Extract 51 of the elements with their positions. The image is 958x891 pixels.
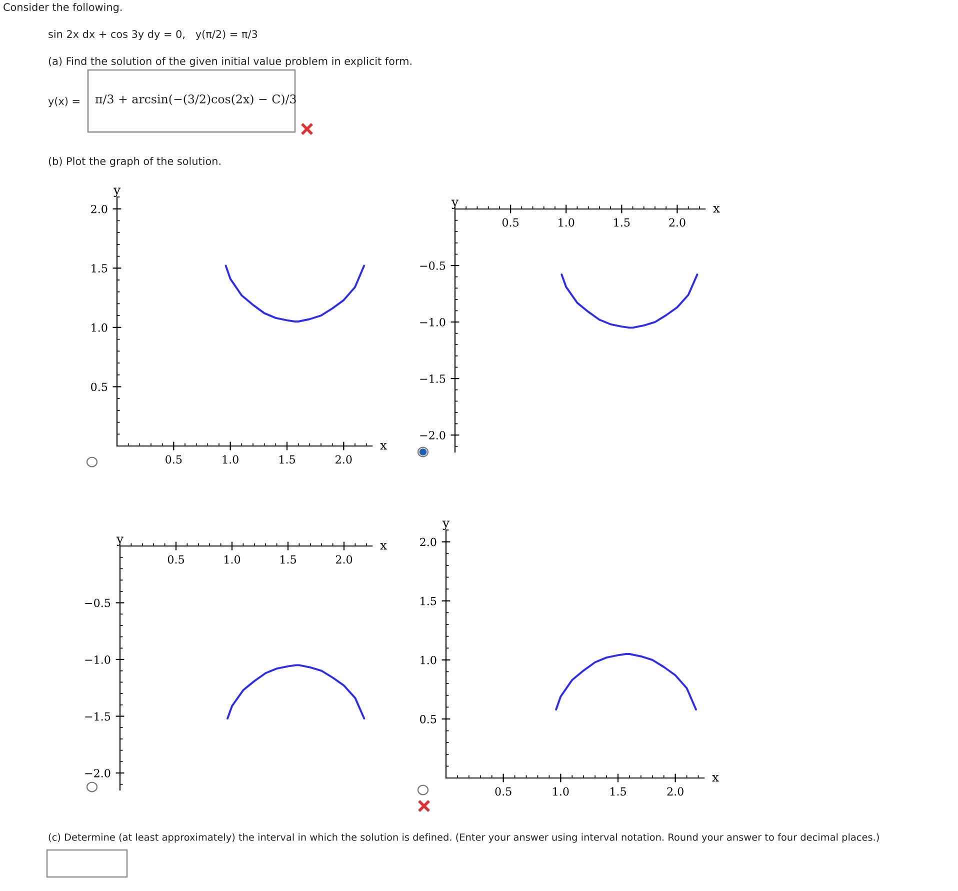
text: (b) Plot the graph of the solution. [48,156,220,168]
y-axis-title: y [442,520,450,530]
y-tick-label: −2.0 [420,431,446,440]
x-tick-label: 1.5 [614,218,630,227]
y-tick-label: 0.5 [420,714,436,724]
y-tick-label: −1.5 [85,712,110,721]
text: y(x) = [48,96,80,108]
y-tick-label: −0.5 [85,598,110,608]
y-axis-title: y [451,200,458,209]
x-tick-label: 1.0 [553,787,569,796]
y-tick-label: 2.0 [91,204,108,214]
x-tick-label: 2.0 [336,455,352,464]
text: sin 2x dx + cos 3y dy = 0, y(π/2) = π/3 [48,30,258,40]
y-tick-label: 1.5 [92,264,108,273]
x-axis-title: x [380,542,387,550]
line-series [560,274,698,329]
x-axis-title: x [712,774,719,782]
y-tick-label: 1.5 [420,596,436,606]
y-tick-label: −2.0 [85,768,110,778]
y-axis-title: y [116,536,124,546]
x-tick-label: 1.0 [224,555,240,564]
x-tick-label: 2.0 [667,787,684,796]
y-tick-label: −1.5 [420,374,446,383]
x-tick-label: 2.0 [336,555,352,564]
y-tick-label: 1.0 [420,656,436,664]
y-tick-label: 2.0 [420,538,436,546]
y-tick-label: −1.0 [85,655,110,664]
x-tick-label: 0.5 [168,555,184,564]
x-tick-label: 0.5 [495,787,512,796]
x-tick-label: 1.5 [610,787,626,796]
text: (c) Determine (at least approximately) the interval in which the solution is defined. (Enter your answer using interval notation. Round your answer to four decimal places.) [48,833,879,843]
line-series [224,264,366,322]
line-series [226,664,366,720]
x-tick-label: 1.0 [222,455,238,464]
text: (a) Find the solution of the given initial value problem in explicit form. [48,56,412,68]
x-tick-label: 0.5 [166,455,182,464]
y-tick-label: 0.5 [91,382,108,392]
text: π/3 + arcsin(−(3/2)cos(2x) − C)/3 [95,94,296,106]
x-axis-title: x [713,206,720,212]
x-tick-label: 1.5 [280,555,296,564]
y-tick-label: −1.0 [420,318,446,326]
x-tick-label: 1.5 [280,455,295,464]
y-axis-title: y [113,188,120,197]
line-series [555,653,697,710]
x-axis-title: x [380,442,387,450]
y-tick-label: 1.0 [92,323,108,332]
x-tick-label: 0.5 [502,218,519,227]
text: Consider the following. [4,2,122,14]
x-tick-label: 2.0 [669,218,686,227]
y-tick-label: −0.5 [420,261,446,270]
x-tick-label: 1.0 [558,218,574,227]
